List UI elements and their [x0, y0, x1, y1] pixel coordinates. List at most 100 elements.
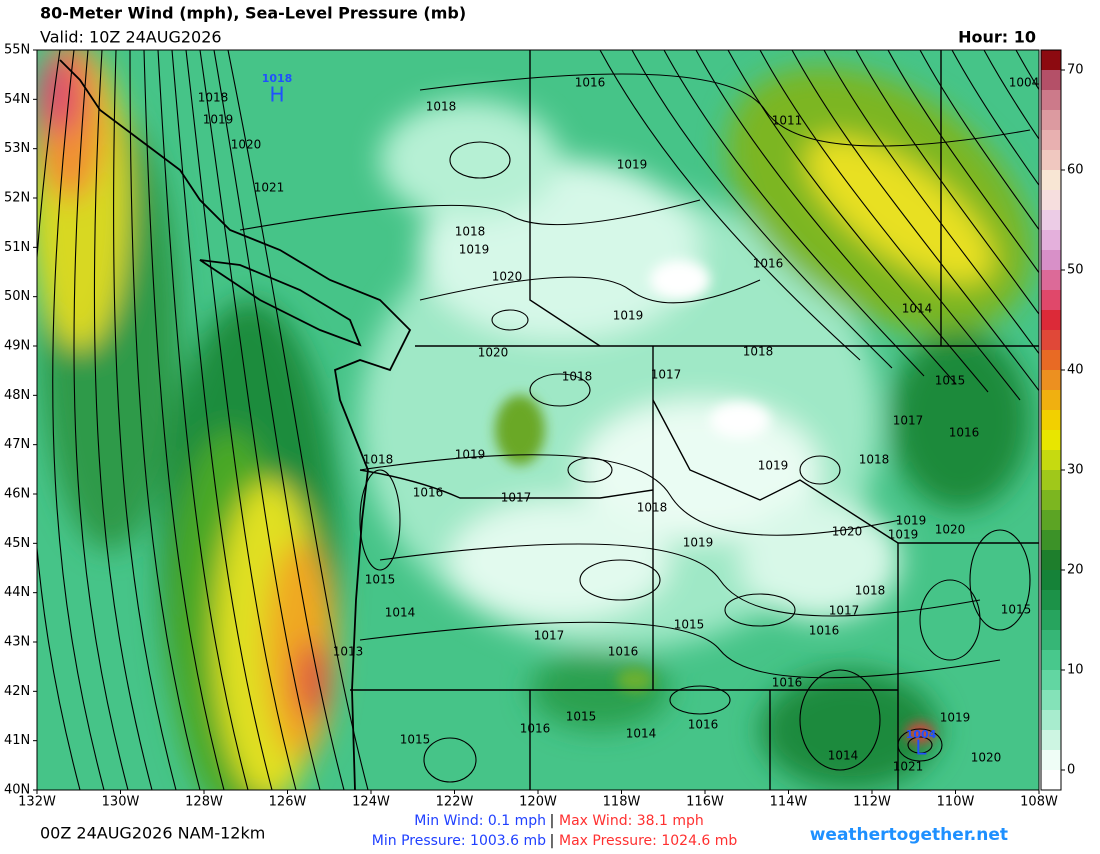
isobar: [919, 50, 1039, 231]
isobar: [799, 669, 881, 771]
isobar-label: 1019: [940, 711, 971, 725]
isobar: [73, 50, 129, 790]
isobar-label: 1014: [385, 606, 416, 620]
latitude-label: 55N: [4, 43, 30, 58]
colorbar-segment: [1041, 70, 1061, 90]
isobar-label: 1019: [617, 158, 648, 172]
longitude-label: 112W: [853, 795, 891, 810]
isobar-label: 1011: [772, 114, 803, 128]
isobar-label: 1015: [935, 374, 966, 388]
colorbar-segment: [1041, 770, 1061, 790]
isobar: [52, 50, 105, 790]
isobar: [359, 469, 401, 571]
boundaries: [59, 50, 1039, 790]
colorbar-frame: [1040, 49, 1062, 791]
longitude-label: 120W: [519, 795, 557, 810]
isobar-label: 1015: [400, 733, 431, 747]
isobar-label: 1015: [674, 618, 705, 632]
isobar-label: 1020: [935, 523, 966, 537]
colorbar-segment: [1041, 370, 1061, 390]
colorbar-tick-label: 20: [1067, 563, 1084, 578]
isobar: [37, 50, 81, 790]
latitude-label: 48N: [4, 388, 30, 403]
isobar: [449, 141, 511, 179]
isobar-label: 1019: [758, 459, 789, 473]
colorbar-segment: [1041, 130, 1061, 150]
isobar-label: 1018: [637, 501, 668, 515]
isobar: [157, 50, 249, 790]
isobar-label: 1014: [902, 302, 933, 316]
isobar: [419, 276, 761, 304]
latitude-label: 42N: [4, 684, 30, 699]
isobar: [983, 50, 1039, 141]
colorbar-segment: [1041, 430, 1061, 450]
isobar: [631, 50, 893, 369]
latitude-label: 46N: [4, 487, 30, 502]
colorbar-segment: [1041, 690, 1061, 710]
isobar-label: 1015: [1001, 603, 1032, 617]
isobar-label: 1019: [459, 243, 490, 257]
isobar-label: 1014: [828, 749, 859, 763]
valid-time: Valid: 10Z 24AUG2026: [40, 28, 222, 47]
colorbar-segment: [1041, 470, 1061, 490]
longitude-label: 130W: [102, 795, 140, 810]
isobar-label: 1018: [562, 370, 593, 384]
isobar-label: 1019: [888, 528, 919, 542]
max-wind: Max Wind: 38.1 mph: [559, 813, 704, 829]
isobar-label: 1018: [743, 345, 774, 359]
colorbar-segment: [1041, 90, 1061, 110]
isobar: [239, 199, 701, 231]
latitude-label: 53N: [4, 141, 30, 156]
colorbar-tick-label: 60: [1067, 163, 1084, 178]
isobar-label: 1017: [534, 629, 565, 643]
colorbar-segment: [1041, 310, 1061, 330]
isobar-label: 1020: [478, 346, 509, 360]
isobar-label: 1016: [575, 76, 606, 90]
isobar-label: 1014: [626, 727, 657, 741]
isobar: [419, 73, 1031, 147]
isobar: [969, 529, 1031, 631]
isobars: [37, 50, 1039, 790]
isobar: [213, 50, 345, 790]
max-pressure: Max Pressure: 1024.6 mb: [559, 833, 737, 849]
colorbar-segment: [1041, 250, 1061, 270]
colorbar-segment: [1041, 450, 1061, 470]
high-pressure-value: 1018: [262, 72, 293, 85]
wind-detail: [495, 260, 934, 743]
isobar-label: 1013: [333, 645, 364, 659]
latitude-label: 45N: [4, 536, 30, 551]
isobar-label: 1015: [365, 573, 396, 587]
colorbar-segment: [1041, 610, 1061, 630]
longitude-label: 126W: [269, 795, 307, 810]
isobar: [199, 50, 321, 790]
isobar-label: 1021: [254, 181, 285, 195]
latitude-label: 50N: [4, 289, 30, 304]
longitude-label: 124W: [352, 795, 390, 810]
isobar: [791, 50, 1039, 392]
isobar: [669, 685, 731, 715]
colorbar-segment: [1041, 150, 1061, 170]
title: 80-Meter Wind (mph), Sea-Level Pressure …: [40, 4, 466, 23]
isobar-label: 1015: [566, 710, 597, 724]
colorbar-segment: [1041, 170, 1061, 190]
colorbar-segment: [1041, 590, 1061, 610]
isobar-label: 1019: [896, 514, 927, 528]
isobar: [359, 454, 901, 536]
longitude-label: 110W: [937, 795, 975, 810]
latitude-label: 41N: [4, 733, 30, 748]
forecast-hour: Hour: 10: [958, 28, 1036, 47]
separator: |: [550, 813, 555, 829]
colorbar-segment: [1041, 510, 1061, 530]
colorbar-tick-label: 70: [1067, 63, 1084, 78]
isobar: [227, 50, 369, 790]
isobar: [724, 593, 796, 627]
isobar-label: 1019: [203, 113, 234, 127]
latitude-label: 44N: [4, 585, 30, 600]
longitude-label: 122W: [436, 795, 474, 810]
longitude-label: 114W: [770, 795, 808, 810]
colorbar-segment: [1041, 110, 1061, 130]
colorbar-segment: [1041, 530, 1061, 550]
isobar: [663, 50, 925, 377]
longitude-label: 108W: [1020, 795, 1058, 810]
